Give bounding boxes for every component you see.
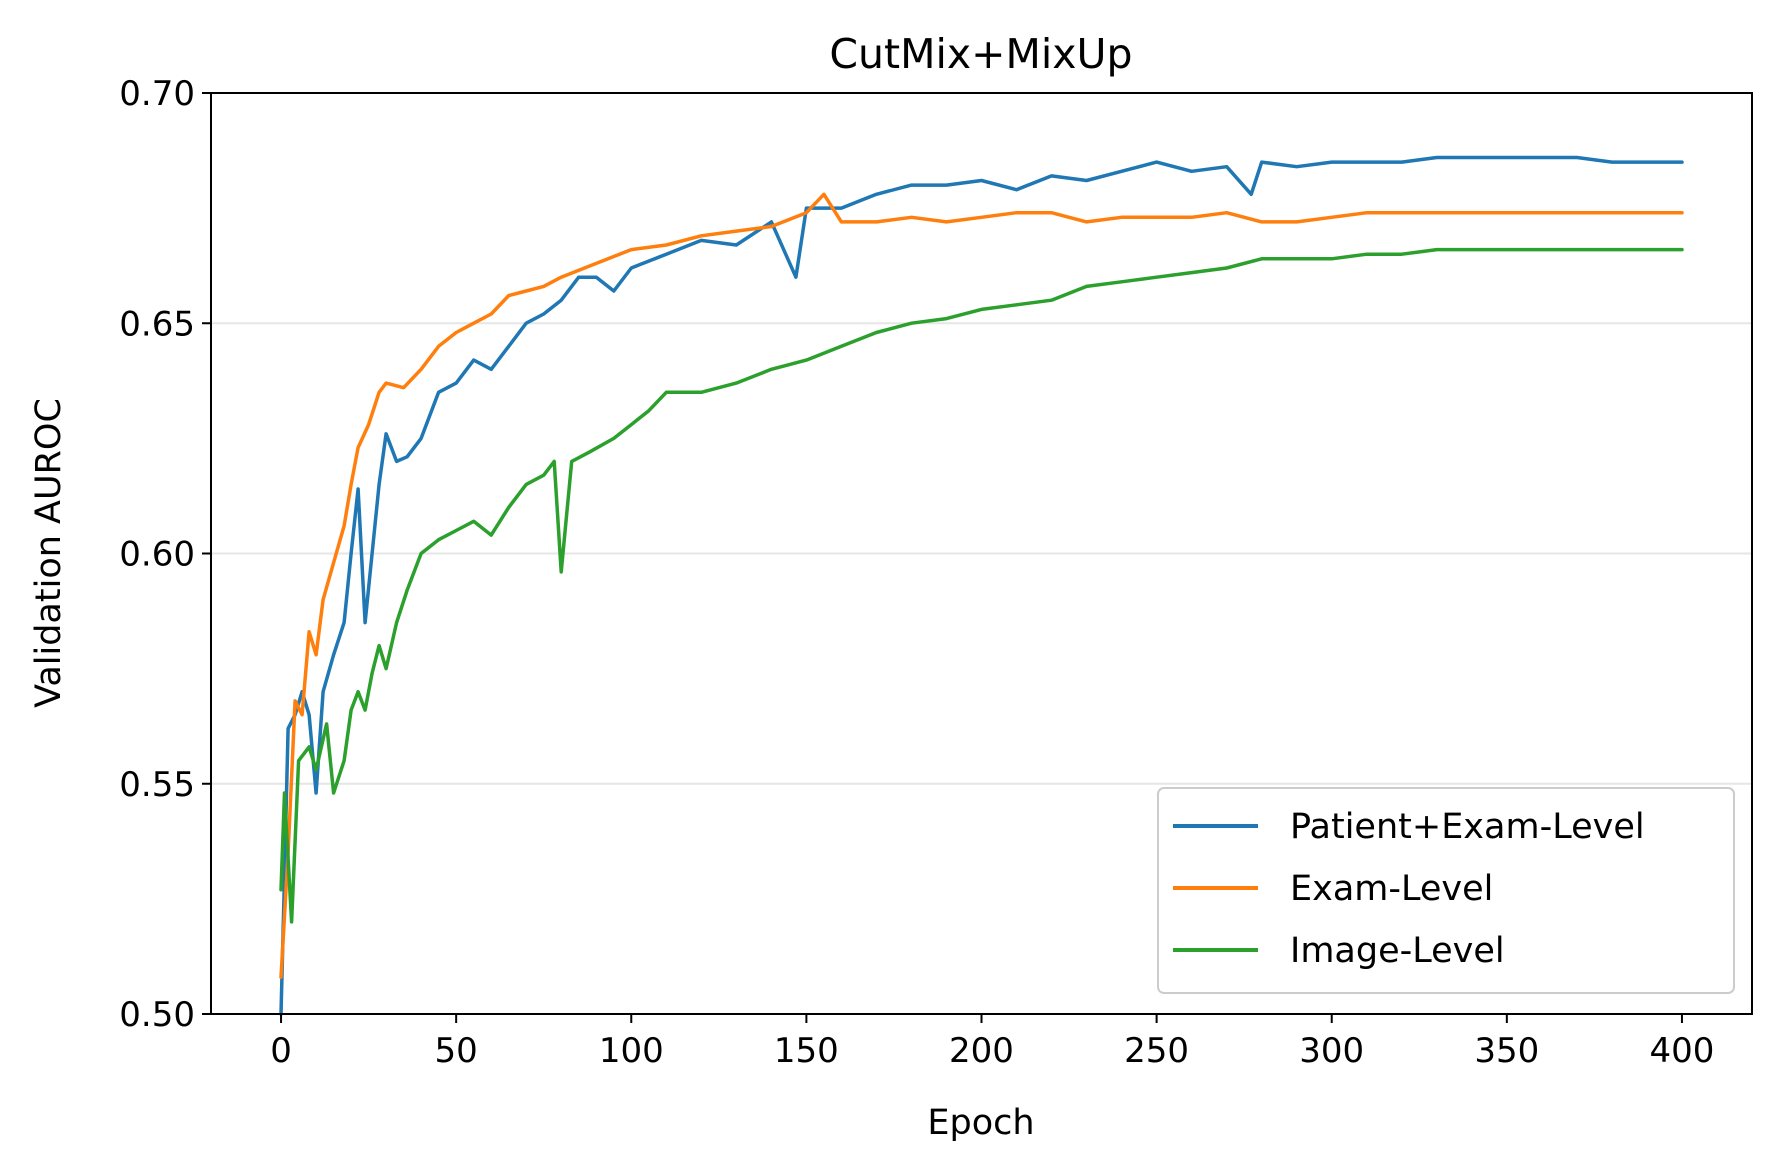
legend-box — [1157, 787, 1735, 994]
x-tick-label: 0 — [270, 1031, 292, 1071]
y-tick-label: 0.60 — [119, 535, 195, 575]
series-line-2 — [279, 247, 1684, 924]
x-tick-label: 400 — [1650, 1031, 1715, 1071]
y-tick-label: 0.55 — [119, 765, 195, 805]
legend: Patient+Exam-Level Exam-Level Image-Level — [1157, 787, 1735, 994]
y-tick-label: 0.70 — [119, 74, 195, 114]
x-tick-label: 100 — [599, 1031, 664, 1071]
legend-label: Image-Level — [1290, 931, 1505, 971]
legend-items: Patient+Exam-Level Exam-Level Image-Level — [1173, 807, 1645, 971]
x-tick-label: 350 — [1474, 1031, 1539, 1071]
x-tick-label: 250 — [1124, 1031, 1189, 1071]
x-tick-label: 150 — [774, 1031, 839, 1071]
gridlines — [211, 322, 1752, 785]
legend-label: Patient+Exam-Level — [1290, 807, 1645, 847]
x-tick-label: 50 — [435, 1031, 478, 1071]
y-tick-label: 0.65 — [119, 304, 195, 344]
y-axis-title: Validation AUROC — [29, 398, 69, 708]
series-lines — [279, 155, 1684, 1016]
chart-title: CutMix+MixUp — [829, 30, 1132, 78]
x-axis-title: Epoch — [927, 1103, 1034, 1143]
series-line-0 — [279, 155, 1684, 1016]
y-tick-label: 0.50 — [119, 995, 195, 1035]
legend-label: Exam-Level — [1290, 869, 1493, 909]
x-axis: 0 50 100 150 200 250 300 350 400 — [270, 1014, 1714, 1071]
series-line-1 — [279, 192, 1684, 979]
y-axis: 0.50 0.55 0.60 0.65 0.70 — [119, 74, 211, 1035]
x-tick-label: 200 — [949, 1031, 1014, 1071]
x-tick-label: 300 — [1299, 1031, 1364, 1071]
